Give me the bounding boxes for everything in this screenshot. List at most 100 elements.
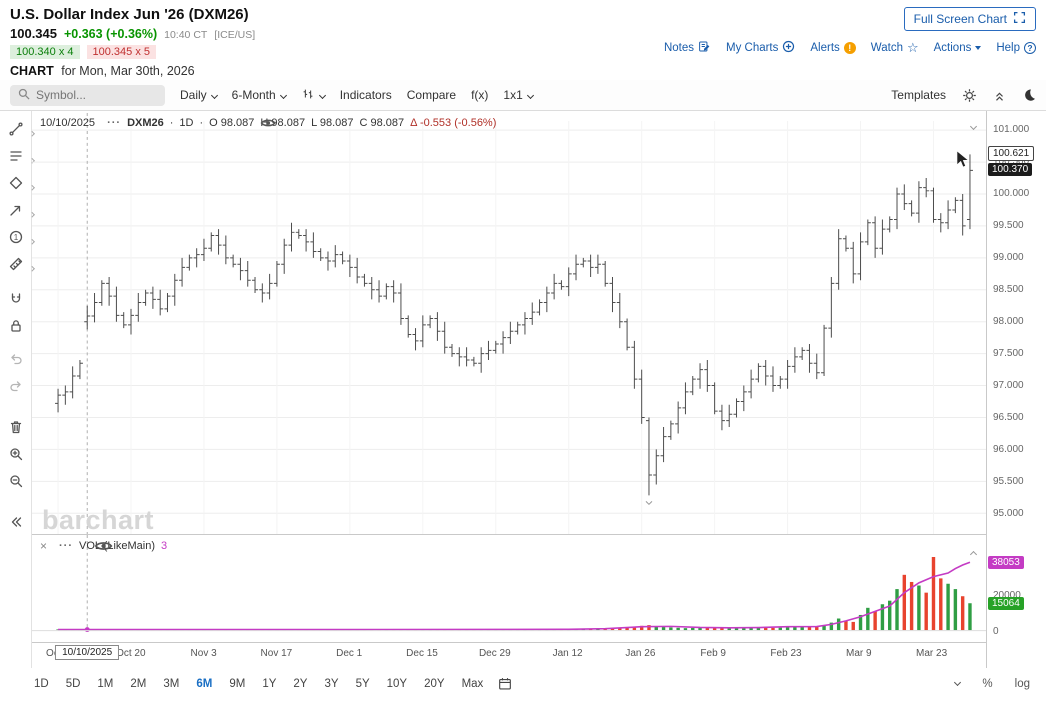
shapes-tool[interactable] [5,174,35,191]
range-button-3m[interactable]: 3M [159,676,183,692]
calendar-icon[interactable] [498,677,512,691]
symbol-search-input[interactable] [36,88,148,102]
x-axis-label: Dec 29 [478,648,511,659]
quote-block: U.S. Dollar Index Jun '26 (DXM26) 100.34… [10,6,255,78]
zoom-out-tool[interactable] [5,472,27,489]
scale-controls: % log [954,678,1030,690]
price-axis-label: 97.500 [993,348,1024,360]
range-button-3y[interactable]: 3Y [320,676,342,692]
range-button-9m[interactable]: 9M [225,676,249,692]
delete-drawings-tool[interactable] [5,418,27,435]
chart-region: 10/10/2025 ··· DXM26 · 1D · O 98.087 H 9… [32,111,986,668]
range-button-10y[interactable]: 10Y [383,676,411,692]
x-axis-label: Nov 3 [190,648,217,659]
circle-question-icon: ? [1024,42,1036,54]
quote-row: 100.345 +0.363 (+0.36%) 10:40 CT [ICE/US… [10,26,255,41]
axis-settings-chevron-icon[interactable] [954,678,962,690]
svg-text:1: 1 [13,232,18,241]
actions-menu[interactable]: Actions [934,42,982,54]
price-axis-label: 96.000 [993,444,1024,456]
x-axis-label: Oct 20 [116,648,146,659]
session-high-badge: 100.621 [988,146,1035,162]
my-charts-link[interactable]: My Charts [726,40,795,56]
last-price: 100.345 [10,26,57,41]
range-button-2m[interactable]: 2M [126,676,150,692]
price-change: +0.363 (+0.36%) [64,27,158,41]
full-screen-chart-button[interactable]: Full Screen Chart [903,7,1036,31]
separator-dot: · [199,117,204,129]
range-button-6m[interactable]: 6M [192,676,216,692]
volume-indicator-label: VOL (LikeMain) [79,540,156,552]
volume-ma-badge: 38053 [988,555,1024,569]
collapse-panel-icon[interactable] [993,89,1006,102]
expressions-button[interactable]: f(x) [471,88,489,102]
ohlc-bar-type-icon [301,87,315,104]
measure-tool[interactable] [5,255,35,272]
bid-badge: 100.340 x 4 [10,45,80,59]
expand-icon [1013,11,1026,27]
log-scale-toggle[interactable]: log [1014,678,1030,690]
counter-tool[interactable]: 1 [5,228,35,245]
watch-link[interactable]: Watch ☆ [870,40,919,55]
volume-axis-zero: 0 [993,626,999,637]
price-axis-label: 95.000 [993,508,1024,520]
indicators-button[interactable]: Indicators [339,88,392,102]
range-dropdown[interactable]: 6-Month [232,88,287,102]
collapse-toolbar-button[interactable] [5,513,27,530]
trendline-tool[interactable] [5,120,35,137]
volume-chart-canvas[interactable] [32,535,986,642]
dark-mode-moon-icon[interactable] [1022,88,1036,102]
x-axis-label: Mar 23 [916,648,948,659]
undo-tool[interactable] [5,350,27,367]
toolbar-right: Templates [891,88,1036,103]
range-button-1m[interactable]: 1M [93,676,117,692]
settings-gear-icon[interactable] [962,88,977,103]
range-button-max[interactable]: Max [458,676,488,692]
volume-pane-collapse-icon[interactable] [969,542,978,560]
text-annotation-tool[interactable] [5,147,35,164]
range-button-2y[interactable]: 2Y [289,676,311,692]
star-icon: ☆ [906,40,919,55]
lock-tool[interactable] [5,317,27,334]
zoom-in-tool[interactable] [5,445,27,462]
range-button-1d[interactable]: 1D [30,676,53,692]
bar-type-dropdown[interactable] [301,87,326,104]
help-link[interactable]: Help ? [996,42,1036,54]
volume-indicator-period: 3 [161,540,168,552]
chevron-down-icon [318,91,326,99]
chart-for-row: CHART for Mon, Mar 30th, 2026 [10,64,255,78]
price-chart-canvas[interactable] [32,111,986,534]
layout-dropdown[interactable]: 1x1 [503,88,534,102]
range-button-1y[interactable]: 1Y [258,676,280,692]
magnet-tool[interactable] [5,290,27,307]
arrow-tool[interactable] [5,201,35,218]
price-axis-label: 100.500 [993,156,1030,168]
more-options-icon[interactable]: ··· [59,540,74,552]
caret-down-icon [975,46,982,50]
frequency-dropdown[interactable]: Daily [180,88,218,102]
more-options-icon[interactable]: ··· [107,117,122,129]
alerts-link[interactable]: Alerts ! [810,42,856,54]
price-pane-collapse-icon[interactable] [969,118,978,136]
notes-icon [698,40,711,56]
notes-link[interactable]: Notes [664,40,711,56]
symbol-search[interactable] [10,84,165,106]
chart-toolbar: Daily 6-Month Indicators Compare f(x) 1x… [0,80,1046,111]
templates-button[interactable]: Templates [891,88,946,102]
range-button-5y[interactable]: 5Y [352,676,374,692]
legend-delta: Δ -0.553 (-0.56%) [410,117,497,129]
range-button-20y[interactable]: 20Y [420,676,448,692]
range-button-5d[interactable]: 5D [62,676,85,692]
separator-dot: · [169,117,174,129]
alert-icon: ! [843,42,856,54]
price-axis-label: 97.000 [993,380,1024,392]
percent-scale-toggle[interactable]: % [982,678,993,690]
remove-indicator-icon[interactable]: × [40,539,48,553]
compare-button[interactable]: Compare [406,88,457,102]
y-axis[interactable]: 101.000 100.500 100.000 99.500 99.000 98.500 9… [986,111,1046,668]
price-axis-label: 99.500 [993,220,1024,232]
redo-tool[interactable] [5,377,27,394]
range-buttons: 1D 5D 1M 2M 3M 6M 9M 1Y 2Y 3Y 5Y 10Y 20Y Max [30,676,487,692]
x-axis-label: Feb 23 [770,648,802,659]
